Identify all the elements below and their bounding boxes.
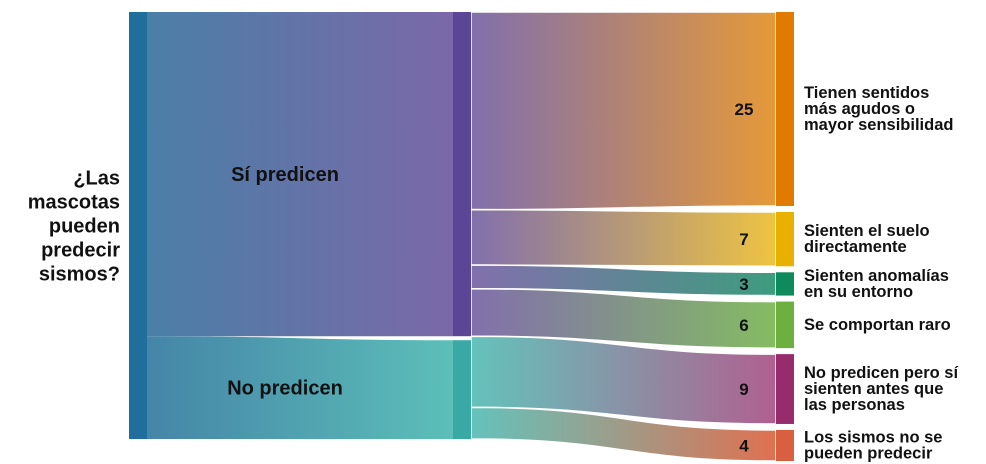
outcome-value-2: 3 xyxy=(739,275,748,294)
flow-si-outcome-0 xyxy=(470,11,777,211)
nodes xyxy=(129,12,794,461)
outcome-value-0: 25 xyxy=(735,100,754,119)
flow-root-si xyxy=(147,12,453,337)
group-node-si xyxy=(453,12,471,337)
outcome-node-4 xyxy=(776,354,794,424)
outcome-node-2 xyxy=(776,272,794,296)
flow-si-outcome-3 xyxy=(470,288,777,349)
outcome-label-1: Sienten el suelo directamente xyxy=(804,222,930,256)
flow-si-outcome-1 xyxy=(470,208,777,268)
group-label-no: No predicen xyxy=(227,378,343,400)
outcome-node-3 xyxy=(776,301,794,349)
outcome-label-2: Sienten anomalías en su entorno xyxy=(804,267,949,301)
outcome-label-0: Tienen sentidos más agudos o mayor sensibi… xyxy=(804,84,953,134)
flows-root-to-groups xyxy=(147,12,453,439)
outcome-value-3: 6 xyxy=(739,316,748,335)
outcome-label-5: Los sismos no se pueden predecir xyxy=(804,428,942,462)
flow-root-no xyxy=(147,336,453,439)
outcome-value-4: 9 xyxy=(739,380,748,399)
root-node xyxy=(129,12,147,439)
outcome-node-1 xyxy=(776,211,794,267)
group-label-si: Sí predicen xyxy=(231,164,339,186)
flow-no-outcome-4 xyxy=(470,335,777,425)
root-label: ¿Las mascotas pueden predecir sismos? xyxy=(28,168,120,286)
outcome-label-3: Se comportan raro xyxy=(804,316,951,334)
flows-groups-to-outcomes xyxy=(470,11,777,462)
outcome-value-1: 7 xyxy=(739,230,748,249)
outcome-node-5 xyxy=(776,429,794,461)
outcome-node-0 xyxy=(776,12,794,206)
outcome-label-4: No predicen pero sí sienten antes que las … xyxy=(804,364,959,414)
labels: 25 Tienen sentidos más agudos o mayor sensi… xyxy=(28,84,960,462)
outcome-value-5: 4 xyxy=(739,436,749,455)
group-node-no xyxy=(453,340,471,439)
